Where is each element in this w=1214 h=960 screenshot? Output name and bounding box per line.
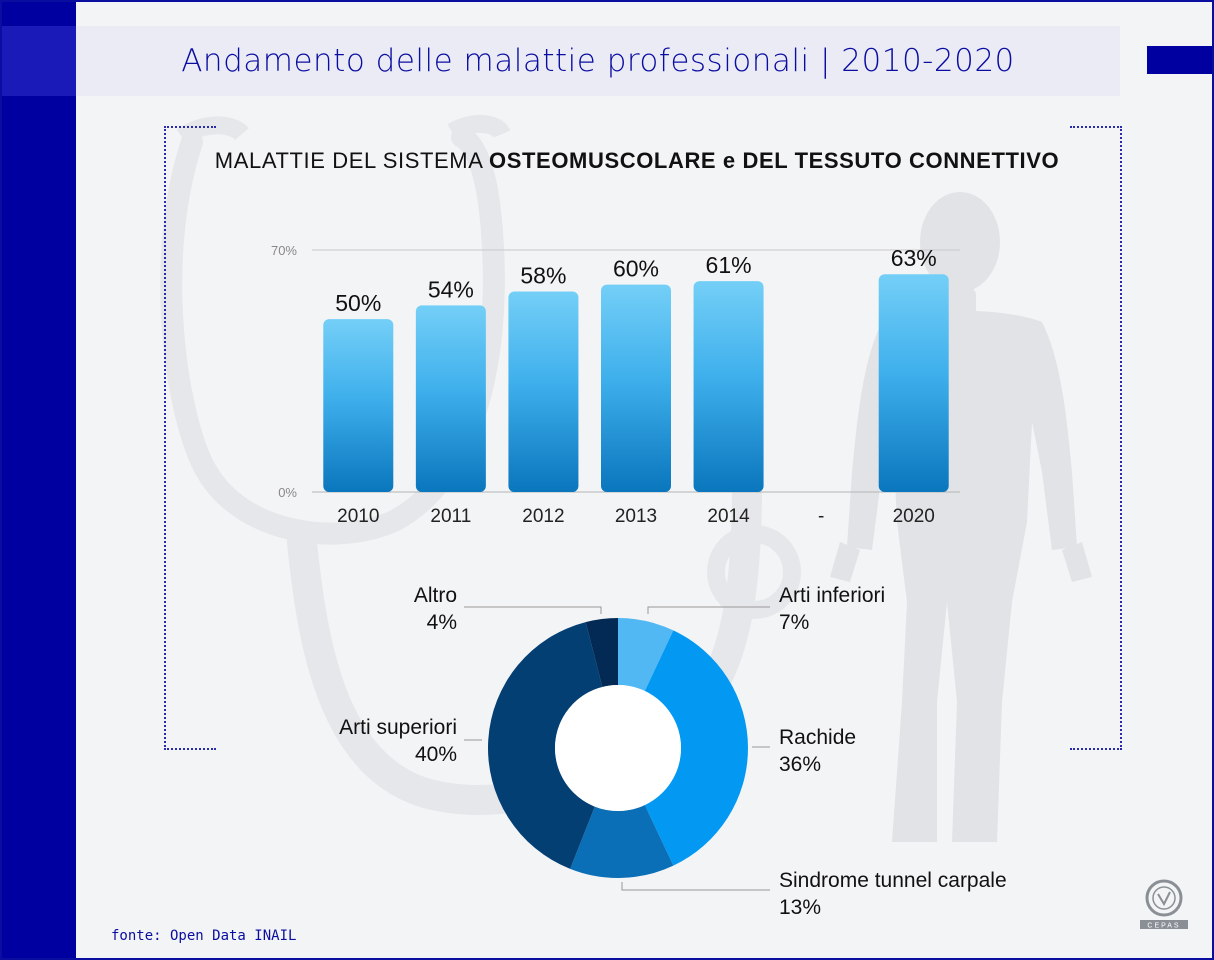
slice-sindrome-tunnel-carpale xyxy=(570,805,674,878)
page-title: Andamento delle malattie professionali |… xyxy=(181,43,1015,79)
slice-arti-superiori xyxy=(487,622,603,869)
x-tick-label: 2010 xyxy=(337,506,379,527)
data-label: 54% xyxy=(428,276,474,302)
bar-2012 xyxy=(508,291,579,492)
bar-2014 xyxy=(693,281,764,492)
bar-chart: 0% 70% 50% 2010 54% 2011 58% 2012 60% 2013 61% 2014… xyxy=(271,243,960,527)
x-tick-label: 2011 xyxy=(430,506,471,527)
seal-text: CEPAS xyxy=(1147,923,1180,930)
slice-label: Sindrome tunnel carpale xyxy=(779,869,1007,892)
slice-value-label: 4% xyxy=(427,611,457,634)
bracket-top-left xyxy=(164,126,216,750)
slice-label: Arti superiori xyxy=(339,716,457,739)
y-tick-label: 0% xyxy=(278,485,297,500)
slice-label: Arti inferiori xyxy=(779,584,885,607)
certification-seal-icon: CEPAS xyxy=(1140,879,1188,930)
source-note: fonte: Open Data INAIL xyxy=(111,928,297,944)
bar-2010 xyxy=(323,319,394,492)
x-tick-label: 2012 xyxy=(522,506,564,527)
slice-label: Rachide xyxy=(779,726,856,749)
x-tick-label: 2014 xyxy=(707,506,750,527)
left-sidebar-band xyxy=(2,2,76,958)
leader-line xyxy=(621,882,770,891)
data-label: 60% xyxy=(613,256,659,282)
data-label: 50% xyxy=(335,290,381,316)
slice-value-label: 7% xyxy=(779,611,809,634)
slice-value-label: 13% xyxy=(779,896,821,919)
stethoscope-earpiece-icon xyxy=(176,115,511,145)
right-accent-tab xyxy=(1147,46,1212,74)
x-tick-label: 2013 xyxy=(615,506,657,527)
header-band xyxy=(76,26,1120,96)
donut-hole xyxy=(555,685,681,811)
y-tick-label: 70% xyxy=(271,243,297,258)
x-tick-label: - xyxy=(818,506,824,527)
slice-value-label: 36% xyxy=(779,753,821,776)
slice-value-label: 40% xyxy=(415,743,457,766)
bar-2020 xyxy=(878,274,949,492)
data-label: 61% xyxy=(706,252,752,278)
slice-arti-inferiori xyxy=(618,618,674,691)
slice-altro xyxy=(585,618,618,687)
bracket-top-right xyxy=(1070,126,1122,750)
leader-line xyxy=(464,606,602,614)
chart-subtitle: MALATTIE DEL SISTEMA OSTEOMUSCOLARE e DE… xyxy=(214,148,1060,173)
slice-label: Altro xyxy=(414,584,457,607)
data-label: 58% xyxy=(520,262,566,288)
leader-line xyxy=(647,606,770,614)
bar-2013 xyxy=(601,284,671,492)
x-tick-label: 2020 xyxy=(893,506,935,527)
slice-rachide xyxy=(644,630,748,866)
bar-2011 xyxy=(415,305,486,492)
data-label: 63% xyxy=(891,245,937,271)
